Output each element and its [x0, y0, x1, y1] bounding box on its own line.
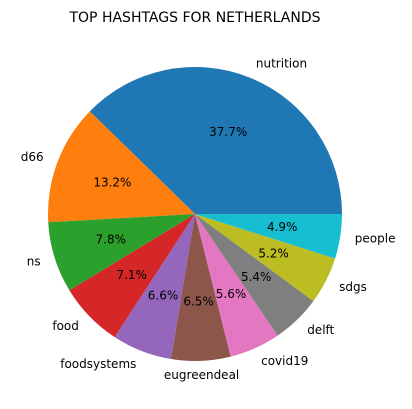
pie-slices: [47, 67, 342, 361]
slice-percent-nutrition: 37.7%: [209, 125, 247, 139]
slice-label-people: people: [355, 231, 396, 245]
slice-label-eugreendeal: eugreendeal: [164, 368, 239, 382]
slice-delft: [195, 214, 314, 336]
slice-foodsystems: [114, 214, 195, 360]
slice-percent-people: 4.9%: [267, 220, 298, 234]
slice-percent-ns: 7.8%: [96, 233, 127, 247]
slice-food: [69, 214, 195, 338]
slice-label-ns: ns: [27, 255, 41, 269]
slice-label-food: food: [52, 319, 79, 333]
slice-percent-covid19: 5.6%: [216, 287, 247, 301]
slice-sdgs: [195, 214, 336, 302]
slice-d66: [47, 111, 196, 223]
slice-label-sdgs: sdgs: [339, 280, 367, 294]
chart-title: TOP HASHTAGS FOR NETHERLANDS: [68, 10, 320, 26]
slice-label-d66: d66: [21, 150, 44, 164]
slice-eugreendeal: [171, 214, 231, 361]
slice-label-foodsystems: foodsystems: [60, 357, 136, 371]
slice-percent-eugreendeal: 6.5%: [183, 295, 214, 309]
slice-label-delft: delft: [307, 323, 334, 337]
slice-percent-foodsystems: 6.6%: [148, 289, 179, 303]
slice-people: [195, 214, 342, 259]
slice-percent-delft: 5.4%: [241, 270, 272, 284]
slice-ns: [48, 214, 196, 291]
slice-label-covid19: covid19: [261, 354, 308, 368]
slice-label-nutrition: nutrition: [256, 57, 307, 71]
slice-percent-d66: 13.2%: [93, 176, 131, 190]
slice-percent-sdgs: 5.2%: [258, 247, 289, 261]
slice-percent-food: 7.1%: [116, 268, 147, 282]
slice-nutrition: [89, 67, 342, 215]
pie-labels: nutrition 37.7% d66 13.2% ns 7.8% food 7.1% food…: [21, 57, 396, 382]
slice-covid19: [195, 214, 278, 357]
